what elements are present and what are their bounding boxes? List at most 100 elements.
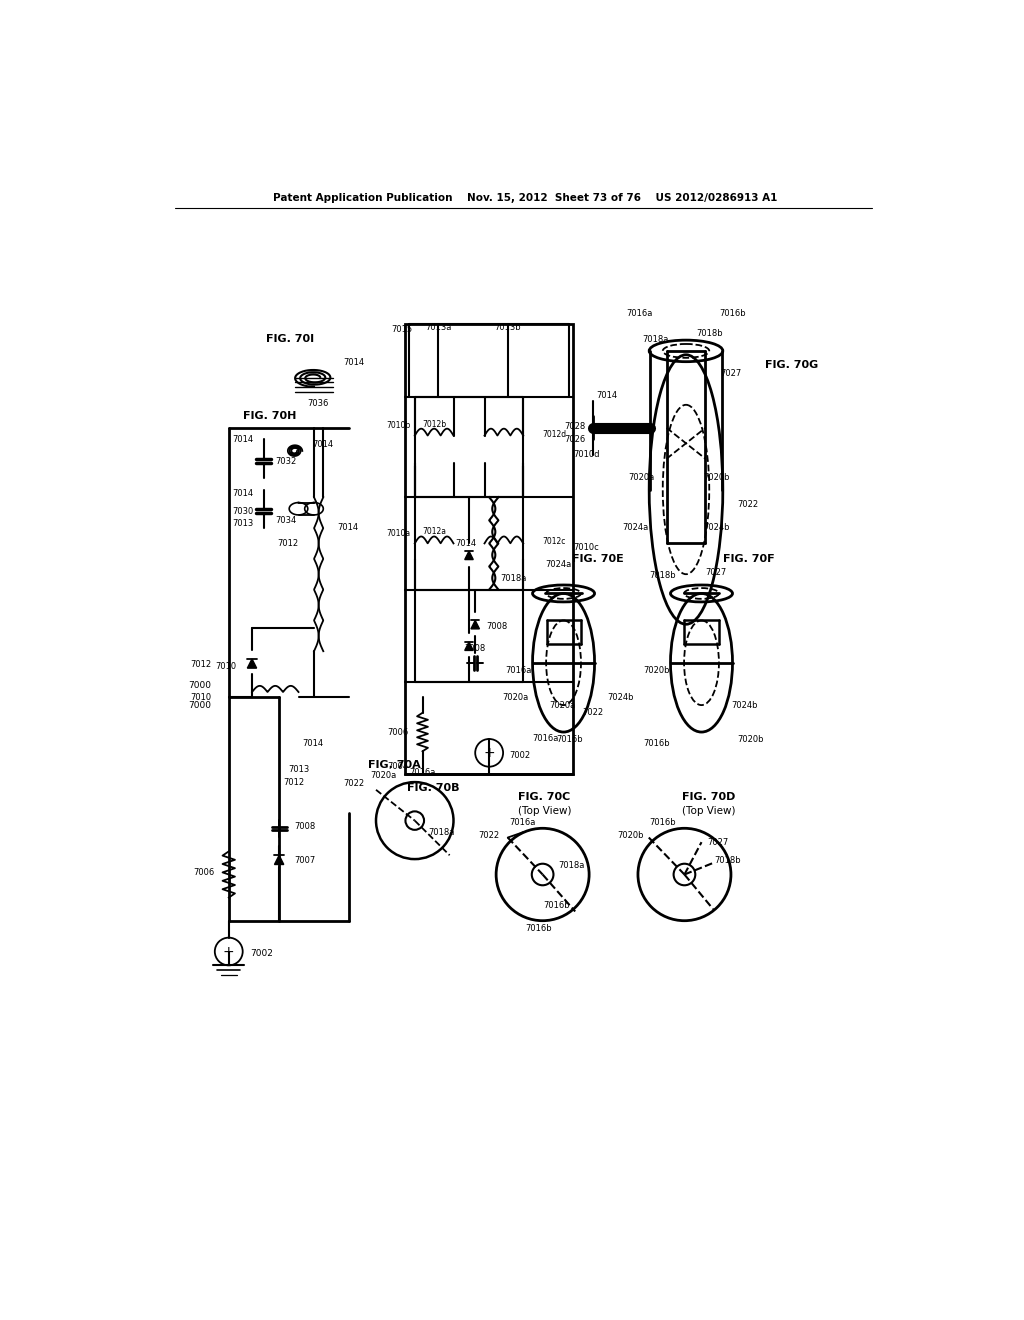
Text: 7016a: 7016a (506, 667, 531, 675)
Text: 7012: 7012 (283, 777, 304, 787)
Text: 7014: 7014 (596, 391, 617, 400)
Text: 7020a: 7020a (371, 771, 397, 780)
Text: 7024b: 7024b (607, 693, 634, 702)
Text: 7018a: 7018a (558, 861, 585, 870)
Text: 7020b: 7020b (737, 735, 764, 744)
Text: 7013b: 7013b (495, 323, 521, 333)
Text: 7014: 7014 (337, 524, 358, 532)
Text: 7036: 7036 (307, 399, 329, 408)
Text: 7014: 7014 (343, 358, 365, 367)
Text: FIG. 70A: FIG. 70A (369, 760, 421, 770)
Text: 7032: 7032 (275, 457, 297, 466)
Polygon shape (465, 642, 473, 651)
Text: 7014: 7014 (232, 488, 254, 498)
Text: 7020b: 7020b (643, 667, 670, 675)
Text: FIG. 70G: FIG. 70G (765, 360, 818, 370)
Text: 7004: 7004 (387, 762, 409, 771)
Text: 7018b: 7018b (649, 572, 676, 581)
Text: 7018a: 7018a (501, 574, 527, 582)
Text: (Top View): (Top View) (518, 807, 571, 816)
Text: 7030: 7030 (232, 507, 254, 516)
Text: Patent Application Publication    Nov. 15, 2012  Sheet 73 of 76    US 2012/02869: Patent Application Publication Nov. 15, … (272, 194, 777, 203)
Text: 7027: 7027 (708, 838, 729, 846)
Text: 7013: 7013 (232, 519, 254, 528)
Text: 7010b: 7010b (387, 421, 411, 430)
Text: FIG. 70E: FIG. 70E (572, 554, 624, 564)
Text: +: + (483, 746, 495, 760)
Text: 7014: 7014 (232, 436, 254, 444)
Text: 7024a: 7024a (545, 561, 571, 569)
Text: 7024b: 7024b (731, 701, 758, 710)
Text: 7000: 7000 (188, 681, 212, 690)
Text: 7016a: 7016a (627, 309, 652, 318)
Text: 7034: 7034 (275, 516, 297, 525)
Text: 7010a: 7010a (387, 529, 411, 537)
Text: 7022: 7022 (583, 709, 603, 717)
Polygon shape (248, 659, 257, 668)
Text: 7020a: 7020a (549, 701, 575, 710)
Text: 7013: 7013 (289, 764, 309, 774)
Text: +: + (223, 945, 234, 958)
Text: 7018b: 7018b (696, 330, 723, 338)
Text: 7024b: 7024b (703, 524, 730, 532)
Text: 7022: 7022 (478, 832, 499, 841)
Text: 7010d: 7010d (573, 450, 600, 459)
Text: FIG. 70F: FIG. 70F (723, 554, 775, 564)
Text: 7016a: 7016a (532, 734, 559, 743)
Text: 7020b: 7020b (616, 832, 643, 841)
Text: FIG. 70C: FIG. 70C (518, 792, 570, 803)
Text: 7013a: 7013a (425, 323, 452, 333)
Polygon shape (471, 620, 479, 628)
Text: 7008: 7008 (295, 822, 315, 832)
Text: 7014: 7014 (302, 739, 324, 748)
Text: 7016a: 7016a (509, 817, 536, 826)
Text: 7020b: 7020b (703, 474, 730, 482)
Text: 7016b: 7016b (544, 900, 570, 909)
Text: 7026: 7026 (564, 436, 586, 444)
Text: FIG. 70I: FIG. 70I (266, 334, 314, 343)
Text: 7012c: 7012c (543, 537, 566, 546)
Text: 7016b: 7016b (643, 739, 670, 748)
Text: 7027: 7027 (705, 568, 726, 577)
Text: 7020a: 7020a (629, 474, 655, 482)
Text: 7010: 7010 (215, 663, 237, 671)
Text: 7018b: 7018b (715, 857, 741, 865)
Text: 7012b: 7012b (422, 420, 446, 429)
Text: 7012: 7012 (190, 660, 212, 669)
Text: 7008: 7008 (465, 644, 485, 652)
Text: 7007: 7007 (295, 857, 315, 865)
Text: 7022: 7022 (737, 500, 759, 510)
Text: 7027: 7027 (720, 370, 741, 379)
Text: 7024a: 7024a (623, 524, 649, 532)
Text: 7016b: 7016b (525, 924, 552, 933)
Text: (Top View): (Top View) (682, 807, 735, 816)
Text: 7002: 7002 (251, 949, 273, 957)
Text: 7016b: 7016b (649, 817, 676, 826)
Text: 7006: 7006 (194, 869, 215, 878)
Text: 7008: 7008 (486, 622, 507, 631)
Text: 7016b: 7016b (719, 309, 745, 318)
Text: 7006: 7006 (387, 727, 409, 737)
Text: 7010c: 7010c (573, 543, 599, 552)
Text: 7014: 7014 (312, 441, 334, 449)
Text: 7012: 7012 (278, 539, 299, 548)
Text: FIG. 70H: FIG. 70H (243, 411, 296, 421)
Text: 7012a: 7012a (422, 528, 446, 536)
Text: 7022: 7022 (343, 779, 365, 788)
Text: FIG. 70D: FIG. 70D (682, 792, 735, 803)
Text: 7014: 7014 (456, 539, 477, 548)
Text: 7018a: 7018a (429, 828, 455, 837)
Polygon shape (274, 855, 284, 865)
Bar (406, 323, 572, 775)
Text: 7000: 7000 (188, 701, 212, 710)
Text: 7020a: 7020a (503, 693, 528, 702)
Text: 7012d: 7012d (543, 429, 566, 438)
Polygon shape (465, 552, 473, 560)
Text: 7016b: 7016b (556, 735, 583, 744)
Text: 7002: 7002 (509, 751, 530, 759)
Text: FIG. 70B: FIG. 70B (407, 783, 460, 793)
Text: 7028: 7028 (564, 422, 586, 430)
Text: 7018a: 7018a (642, 335, 669, 343)
Text: 7016a: 7016a (410, 768, 435, 777)
Text: 7010: 7010 (190, 693, 212, 702)
